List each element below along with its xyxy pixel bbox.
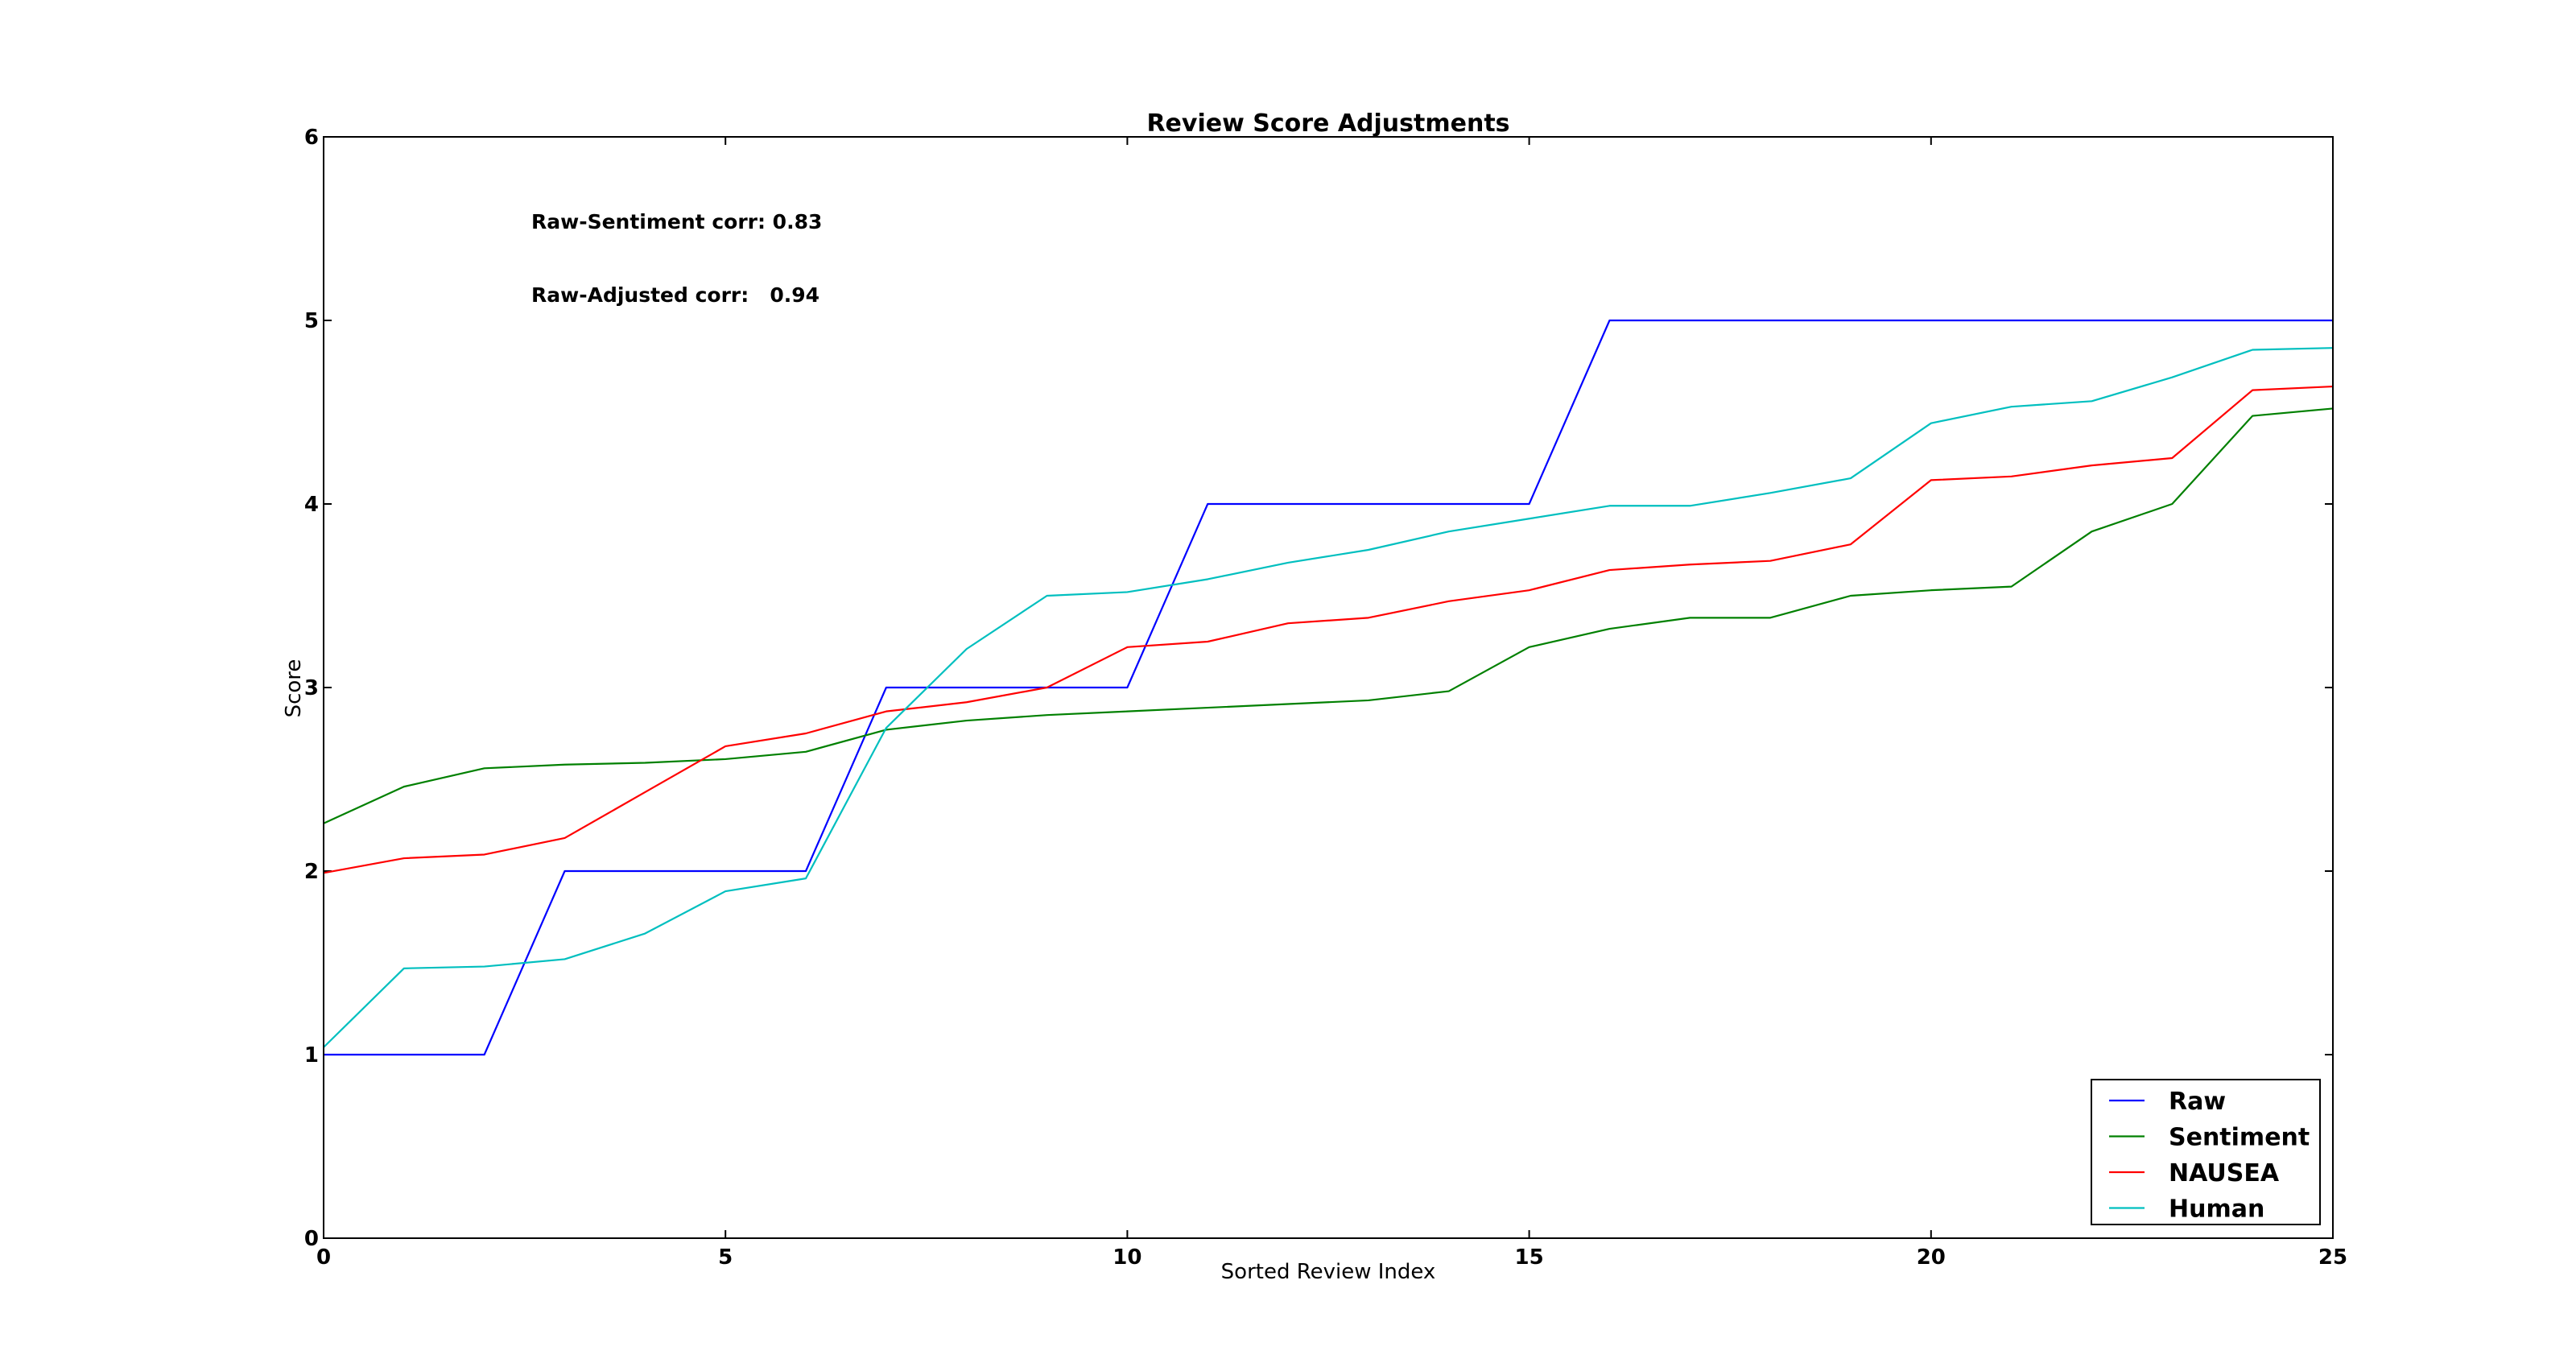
- series-line-human: [323, 347, 2334, 1048]
- series-line-sentiment: [323, 407, 2334, 824]
- legend: Raw Sentiment NAUSEA Human: [2091, 1079, 2321, 1225]
- x-axis-label: Sorted Review Index: [1221, 1260, 1436, 1284]
- annotation-raw-sentiment-corr: Raw-Sentiment corr: 0.83: [531, 210, 822, 233]
- x-tick-label: 20: [1917, 1245, 1946, 1270]
- legend-label-sentiment: Sentiment: [2169, 1124, 2310, 1152]
- annotation-raw-adjusted-corr: Raw-Adjusted corr: 0.94: [531, 283, 819, 307]
- series-line-raw: [324, 319, 2333, 1056]
- x-tick-label: 25: [2318, 1245, 2347, 1270]
- y-tick-label: 1: [304, 1043, 319, 1068]
- x-tick-label: 15: [1515, 1245, 1544, 1270]
- legend-box: [2091, 1079, 2321, 1225]
- y-tick-label: 3: [304, 676, 319, 700]
- y-tick-label: 4: [304, 493, 319, 517]
- x-tick-label: 0: [316, 1245, 331, 1270]
- y-tick-label: 5: [304, 309, 319, 333]
- plot-area-frame: [323, 136, 2334, 1239]
- chart-title: Review Score Adjustments: [1146, 109, 1509, 138]
- x-tick-label: 10: [1113, 1245, 1141, 1270]
- series-line-nausea: [323, 385, 2334, 874]
- legend-label-nausea: NAUSEA: [2169, 1159, 2280, 1187]
- y-tick-label: 2: [304, 860, 319, 884]
- plot-series: [323, 319, 2334, 1056]
- legend-label-raw: Raw: [2169, 1088, 2226, 1116]
- x-tick-label: 5: [718, 1245, 733, 1270]
- legend-label-human: Human: [2169, 1196, 2264, 1224]
- axis-ticks: 0 5 10 15 20 25 0 1 2 3 4 5 6: [304, 126, 2347, 1270]
- y-tick-label: 0: [304, 1227, 319, 1251]
- y-axis-label: Score: [282, 659, 306, 718]
- y-tick-label: 6: [304, 126, 319, 150]
